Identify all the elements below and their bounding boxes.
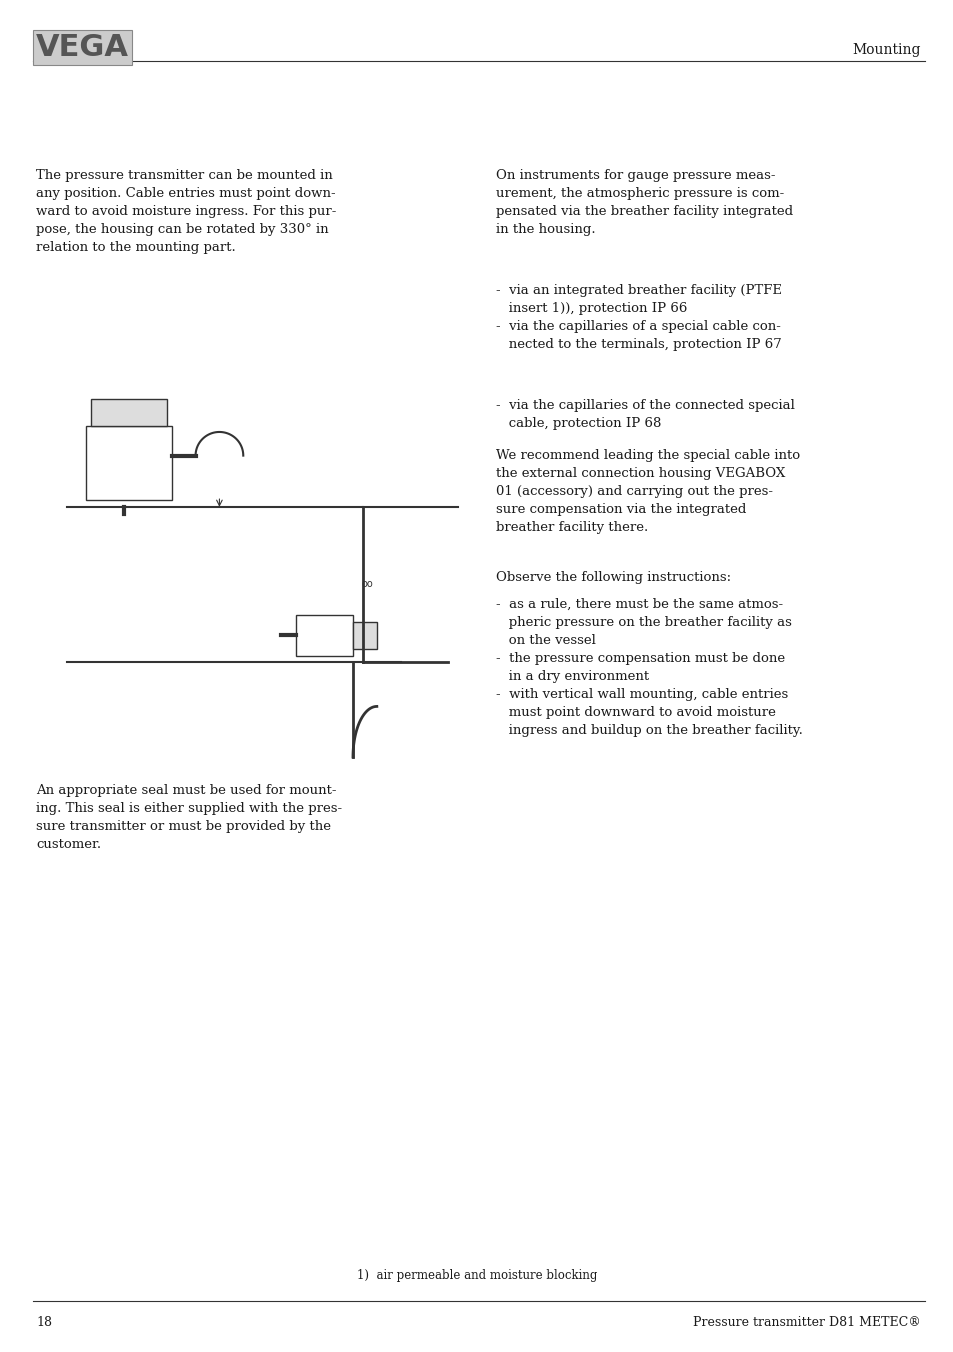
Text: oo: oo bbox=[361, 579, 373, 589]
Text: An appropriate seal must be used for mount-
ing. This seal is either supplied wi: An appropriate seal must be used for mou… bbox=[36, 784, 342, 852]
Text: VEGA: VEGA bbox=[36, 32, 129, 62]
FancyBboxPatch shape bbox=[86, 426, 172, 500]
Text: Observe the following instructions:: Observe the following instructions: bbox=[496, 571, 730, 584]
Text: -  via the capillaries of the connected special
   cable, protection IP 68: - via the capillaries of the connected s… bbox=[496, 399, 794, 430]
Text: 18: 18 bbox=[36, 1315, 52, 1329]
Text: The pressure transmitter can be mounted in
any position. Cable entries must poin: The pressure transmitter can be mounted … bbox=[36, 169, 336, 254]
Text: Pressure transmitter D81 METEC®: Pressure transmitter D81 METEC® bbox=[692, 1315, 920, 1329]
FancyBboxPatch shape bbox=[91, 399, 167, 426]
Text: 1)  air permeable and moisture blocking: 1) air permeable and moisture blocking bbox=[356, 1268, 597, 1282]
FancyBboxPatch shape bbox=[353, 622, 376, 649]
Text: -  via an integrated breather facility (PTFE
   insert 1)), protection IP 66
-  : - via an integrated breather facility (P… bbox=[496, 284, 781, 352]
Text: Mounting: Mounting bbox=[851, 43, 920, 57]
Text: On instruments for gauge pressure meas-
urement, the atmospheric pressure is com: On instruments for gauge pressure meas- … bbox=[496, 169, 792, 237]
Text: -  as a rule, there must be the same atmos-
   pheric pressure on the breather f: - as a rule, there must be the same atmo… bbox=[496, 598, 802, 737]
Text: We recommend leading the special cable into
the external connection housing VEGA: We recommend leading the special cable i… bbox=[496, 449, 800, 534]
FancyBboxPatch shape bbox=[295, 615, 353, 656]
